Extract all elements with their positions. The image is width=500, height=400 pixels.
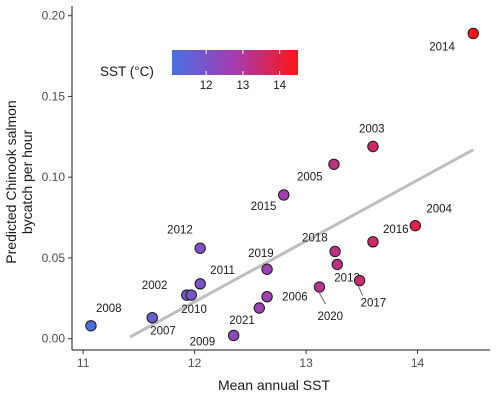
- data-point: 2005: [297, 158, 340, 183]
- data-point: 2006: [261, 291, 308, 304]
- legend-tick-label: 12: [200, 80, 213, 92]
- data-point: 2003: [359, 124, 385, 153]
- point-label: 2007: [150, 326, 176, 338]
- legend-color-bar: [172, 50, 298, 75]
- y-tick-label: 0.20: [42, 9, 66, 23]
- point-label: 2011: [210, 265, 235, 277]
- data-point: 2017: [353, 274, 387, 310]
- point-marker: [313, 281, 326, 293]
- y-axis-title-line-1: Predicted Chinook salmon: [3, 100, 19, 263]
- data-point: 2018: [302, 232, 341, 258]
- point-label: 2010: [181, 304, 207, 316]
- data-point: 2010: [181, 289, 207, 316]
- point-marker: [261, 291, 273, 303]
- data-point: 2004: [409, 204, 453, 232]
- label-leader-line: [319, 292, 326, 305]
- x-tick-label: 12: [188, 356, 202, 370]
- point-marker: [146, 311, 158, 324]
- trend-line-path: [129, 148, 474, 339]
- y-axis-title: Predicted Chinook salmon bycatch per hou…: [3, 100, 35, 263]
- point-label: 2002: [142, 280, 168, 292]
- y-axis-title-line-2: bycatch per hour: [19, 130, 35, 235]
- data-point: 2020: [313, 281, 343, 323]
- y-tick-label: 0.05: [42, 251, 66, 265]
- x-tick-label: 14: [411, 356, 425, 370]
- point-label: 2003: [359, 124, 385, 136]
- point-label: 2015: [251, 201, 277, 213]
- data-point: 2015: [251, 189, 290, 213]
- label-leader-line: [358, 286, 364, 296]
- point-marker: [328, 158, 340, 170]
- point-label: 2016: [383, 224, 409, 236]
- point-marker: [194, 242, 206, 254]
- point-label: 2014: [429, 41, 455, 53]
- x-tick-label: 13: [299, 356, 313, 370]
- point-marker: [278, 189, 290, 201]
- data-point: 2021: [229, 302, 265, 327]
- trend-line: [129, 148, 474, 339]
- legend-title: SST (°C): [100, 64, 154, 79]
- point-label: 2008: [96, 303, 122, 315]
- color-legend: SST (°C) 12 13 14: [100, 50, 298, 92]
- legend-tick-label: 13: [236, 80, 249, 92]
- y-tick-label: 0.00: [42, 332, 66, 346]
- axes: 0.00 0.05 0.10 0.15 0.20 11 12 13 14: [42, 6, 490, 370]
- point-marker: [185, 289, 197, 301]
- point-marker: [367, 140, 379, 153]
- data-point: 2011: [194, 265, 235, 290]
- data-point: 2007: [146, 311, 176, 338]
- point-marker: [253, 302, 265, 314]
- point-label: 2018: [302, 232, 328, 244]
- data-point: 2014: [429, 27, 479, 53]
- point-label: 2012: [167, 224, 193, 236]
- y-tick-label: 0.10: [42, 170, 66, 184]
- point-marker: [467, 27, 479, 40]
- x-axis-title: Mean annual SST: [218, 377, 331, 393]
- legend-tick-label: 14: [273, 80, 286, 92]
- point-marker: [227, 329, 240, 342]
- point-marker: [353, 274, 366, 287]
- point-label: 2013: [334, 272, 360, 284]
- point-label: 2017: [361, 298, 387, 310]
- y-tick-label: 0.15: [42, 89, 66, 103]
- data-points: 2008 2007 2002 2010 2011 2012 2009 2021 2006 2019…: [85, 27, 479, 348]
- data-point: 2009: [190, 329, 240, 348]
- point-marker: [329, 245, 341, 258]
- data-point: 2012: [167, 224, 206, 254]
- point-label: 2005: [297, 171, 323, 183]
- point-label: 2019: [248, 248, 274, 260]
- point-marker: [85, 320, 97, 332]
- data-point: 2013: [331, 258, 360, 284]
- point-marker: [409, 219, 422, 232]
- point-label: 2006: [282, 292, 308, 304]
- point-marker: [331, 258, 343, 271]
- point-label: 2009: [190, 336, 216, 348]
- data-point: 2019: [248, 248, 274, 275]
- data-point: 2002: [142, 280, 193, 301]
- point-label: 2020: [317, 311, 343, 323]
- point-label: 2021: [229, 315, 255, 327]
- point-label: 2004: [426, 204, 452, 216]
- data-point: 2016: [367, 224, 409, 248]
- x-tick-label: 11: [77, 356, 90, 370]
- point-marker: [367, 236, 379, 248]
- point-marker: [194, 278, 206, 290]
- data-point: 2008: [85, 303, 122, 332]
- point-marker: [261, 263, 273, 275]
